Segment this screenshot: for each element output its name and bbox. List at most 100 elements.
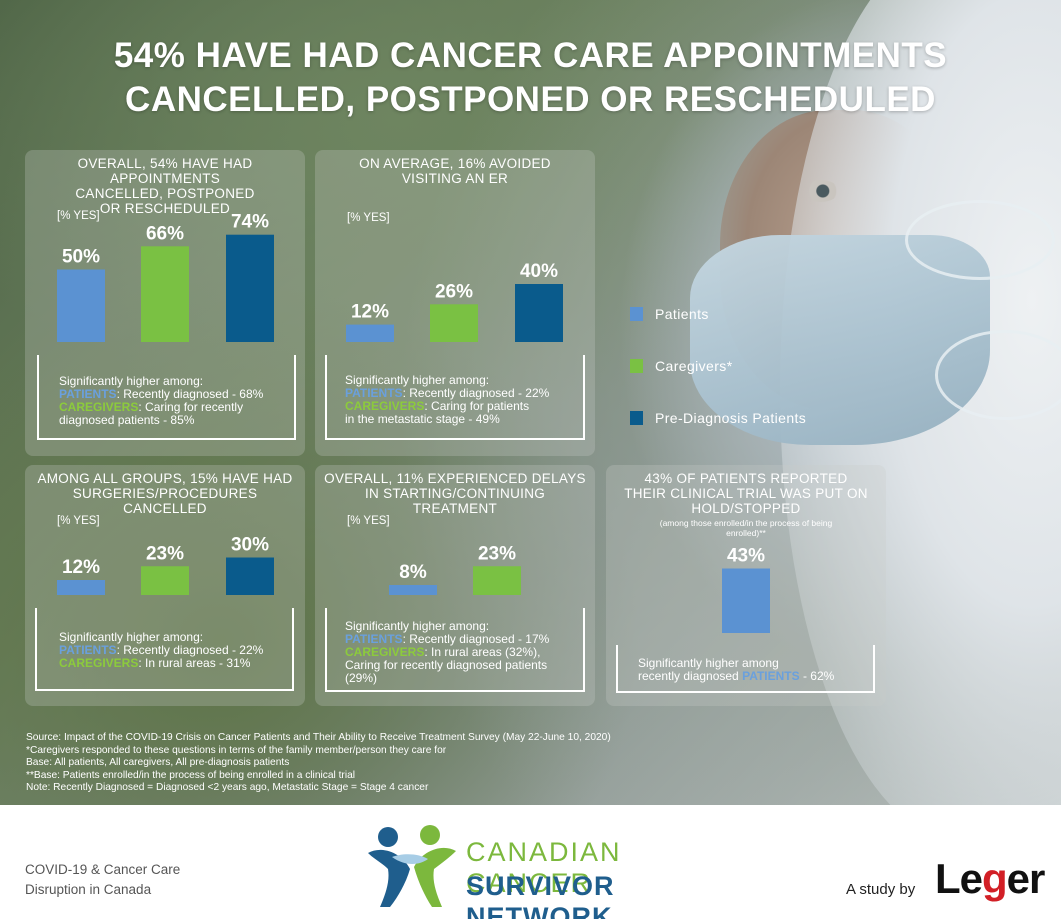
bar-patients bbox=[57, 269, 105, 342]
page-title-line2: CANCELLED, POSTPONED OR RESCHEDULED bbox=[125, 80, 936, 119]
legend-label: Patients bbox=[655, 306, 709, 322]
chart-card-clinical-trial: 43% OF PATIENTS REPORTED THEIR CLINICAL … bbox=[606, 465, 886, 706]
leger-logo-post: er bbox=[1006, 855, 1046, 902]
significance-heading: Significantly higher among bbox=[638, 656, 779, 670]
caregivers-highlight: CAREGIVERS bbox=[59, 656, 139, 670]
significance-extra-2: (29%) bbox=[345, 671, 378, 685]
legend-item-caregivers: Caregivers* bbox=[630, 358, 733, 374]
significance-extra: diagnosed patients - 85% bbox=[59, 413, 195, 427]
y-axis-label: [% YES] bbox=[347, 515, 390, 527]
ccsn-logo: CANADIAN CANCER SURVIVOR NETWORK bbox=[362, 823, 702, 919]
patients-detail: : Recently diagnosed - 68% bbox=[116, 387, 264, 401]
bar-patients bbox=[57, 580, 105, 595]
mask-strap-bottom bbox=[935, 330, 1061, 420]
bar-patients bbox=[722, 568, 770, 633]
patients-highlight: PATIENTS bbox=[345, 386, 403, 400]
caregivers-detail: : Caring for recently bbox=[138, 400, 244, 414]
bar-value-label: 8% bbox=[399, 562, 427, 583]
bar-value-label: 12% bbox=[351, 302, 389, 323]
patients-highlight: PATIENTS bbox=[59, 643, 117, 657]
significance-text: Significantly higher among: PATIENTS: Re… bbox=[59, 375, 263, 427]
bar-patients bbox=[389, 585, 437, 595]
chart-title: OVERALL, 54% HAVE HAD APPOINTMENTS CANCE… bbox=[75, 156, 255, 216]
caregivers-highlight: CAREGIVERS bbox=[345, 645, 425, 659]
caregivers-highlight: CAREGIVERS bbox=[345, 399, 425, 413]
mask-strap-top bbox=[905, 200, 1055, 280]
footer-caption-line2: Disruption in Canada bbox=[25, 882, 152, 897]
chart-card-surgeries: AMONG ALL GROUPS, 15% HAVE HAD SURGERIES… bbox=[25, 465, 305, 706]
footnote-definitions: Note: Recently Diagnosed = Diagnosed <2 … bbox=[26, 782, 429, 793]
y-axis-label: [% YES] bbox=[347, 212, 390, 224]
study-by-label: A study by bbox=[846, 881, 916, 898]
patients-highlight: PATIENTS bbox=[345, 632, 403, 646]
bar-value-label: 74% bbox=[231, 212, 269, 233]
chart-card-appointments: OVERALL, 54% HAVE HAD APPOINTMENTS CANCE… bbox=[25, 150, 305, 456]
bar-pre-diagnosis-patients bbox=[226, 557, 274, 595]
chart-title: AMONG ALL GROUPS, 15% HAVE HAD SURGERIES… bbox=[37, 471, 293, 516]
bar-value-label: 23% bbox=[146, 543, 184, 564]
significance-heading: Significantly higher among: bbox=[345, 619, 490, 633]
caregivers-detail: : In rural areas (32%), bbox=[424, 645, 541, 659]
bar-chart-appointments: 50% 66% 74% bbox=[57, 212, 274, 342]
bar-value-label: 30% bbox=[231, 535, 269, 556]
footnotes: Source: Impact of the COVID-19 Crisis on… bbox=[26, 732, 611, 795]
legend-label: Pre-Diagnosis Patients bbox=[655, 410, 807, 426]
bar-value-label: 43% bbox=[727, 546, 765, 567]
ccsn-logo-icon bbox=[368, 825, 456, 907]
footer-caption-line1: COVID-19 & Cancer Care bbox=[25, 862, 181, 877]
significance-heading: Significantly higher among: bbox=[59, 630, 204, 644]
significance-text: Significantly higher among: PATIENTS: Re… bbox=[345, 374, 549, 426]
legend-swatch-caregivers bbox=[630, 359, 643, 373]
bar-value-label: 26% bbox=[435, 281, 473, 302]
chart-title: ON AVERAGE, 16% AVOIDED VISITING AN ER bbox=[359, 156, 551, 186]
chart-card-er: ON AVERAGE, 16% AVOIDED VISITING AN ER [… bbox=[315, 150, 595, 456]
footer: COVID-19 & Cancer Care Disruption in Can… bbox=[0, 805, 1061, 919]
bar-value-label: 40% bbox=[520, 261, 558, 282]
patients-detail: : Recently diagnosed - 22% bbox=[116, 643, 264, 657]
leger-logo-pre: Le bbox=[935, 855, 983, 902]
bar-chart-treatment-delays: 8% 23% bbox=[389, 543, 521, 595]
significance-pre: recently diagnosed bbox=[638, 669, 743, 683]
y-axis-label: [% YES] bbox=[57, 210, 100, 222]
footnote-source: Source: Impact of the COVID-19 Crisis on… bbox=[26, 732, 611, 743]
significance-bracket bbox=[616, 645, 875, 693]
ccsn-logo-line2: SURVIVOR NETWORK bbox=[466, 871, 615, 919]
significance-bracket bbox=[37, 355, 296, 440]
bar-value-label: 66% bbox=[146, 223, 184, 244]
bar-chart-clinical-trial: 43% bbox=[722, 546, 770, 633]
background-eye bbox=[803, 180, 839, 202]
footnote-trial-base: **Base: Patients enrolled/in the process… bbox=[26, 769, 356, 781]
chart-card-treatment-delays: OVERALL, 11% EXPERIENCED DELAYS IN START… bbox=[315, 465, 595, 706]
page-title: 54% HAVE HAD CANCER CARE APPOINTMENTS CA… bbox=[0, 34, 1061, 122]
bar-chart-er: 12% 26% 40% bbox=[346, 261, 563, 342]
significance-extra: Caring for recently diagnosed patients bbox=[345, 658, 548, 672]
significance-bracket bbox=[35, 608, 294, 691]
patients-highlight: PATIENTS bbox=[59, 387, 117, 401]
patients-detail: : Recently diagnosed - 17% bbox=[402, 632, 550, 646]
significance-heading: Significantly higher among: bbox=[345, 373, 490, 387]
footnote-base: Base: All patients, All caregivers, All … bbox=[26, 757, 290, 768]
bar-value-label: 23% bbox=[478, 543, 516, 564]
legend-swatch-patients bbox=[630, 307, 643, 321]
significance-text: Significantly higher among: PATIENTS: Re… bbox=[345, 620, 549, 685]
chart-title: OVERALL, 11% EXPERIENCED DELAYS IN START… bbox=[324, 471, 586, 516]
legend-swatch-pre-diagnosis bbox=[630, 411, 643, 425]
bar-patients bbox=[346, 324, 394, 342]
legend-item-patients: Patients bbox=[630, 306, 709, 322]
bar-caregivers bbox=[430, 304, 478, 342]
chart-subtitle: (among those enrolled/in the process of … bbox=[659, 518, 833, 538]
bar-caregivers bbox=[141, 566, 189, 595]
patients-detail: - 62% bbox=[799, 669, 835, 683]
hero-background bbox=[0, 0, 1061, 805]
significance-bracket bbox=[325, 608, 585, 692]
footnote-caregivers: *Caregivers responded to these questions… bbox=[26, 744, 447, 756]
legend-label: Caregivers* bbox=[655, 358, 733, 374]
bar-pre-diagnosis-patients bbox=[226, 234, 274, 342]
bar-value-label: 12% bbox=[62, 557, 100, 578]
bar-chart-surgeries: 12% 23% 30% bbox=[57, 535, 274, 595]
y-axis-label: [% YES] bbox=[57, 515, 100, 527]
footer-caption: COVID-19 & Cancer Care Disruption in Can… bbox=[25, 860, 180, 900]
significance-text: Significantly higher among recently diag… bbox=[638, 657, 834, 683]
legend-item-pre-diagnosis: Pre-Diagnosis Patients bbox=[630, 410, 806, 426]
leger-logo-g: g bbox=[982, 855, 1008, 902]
